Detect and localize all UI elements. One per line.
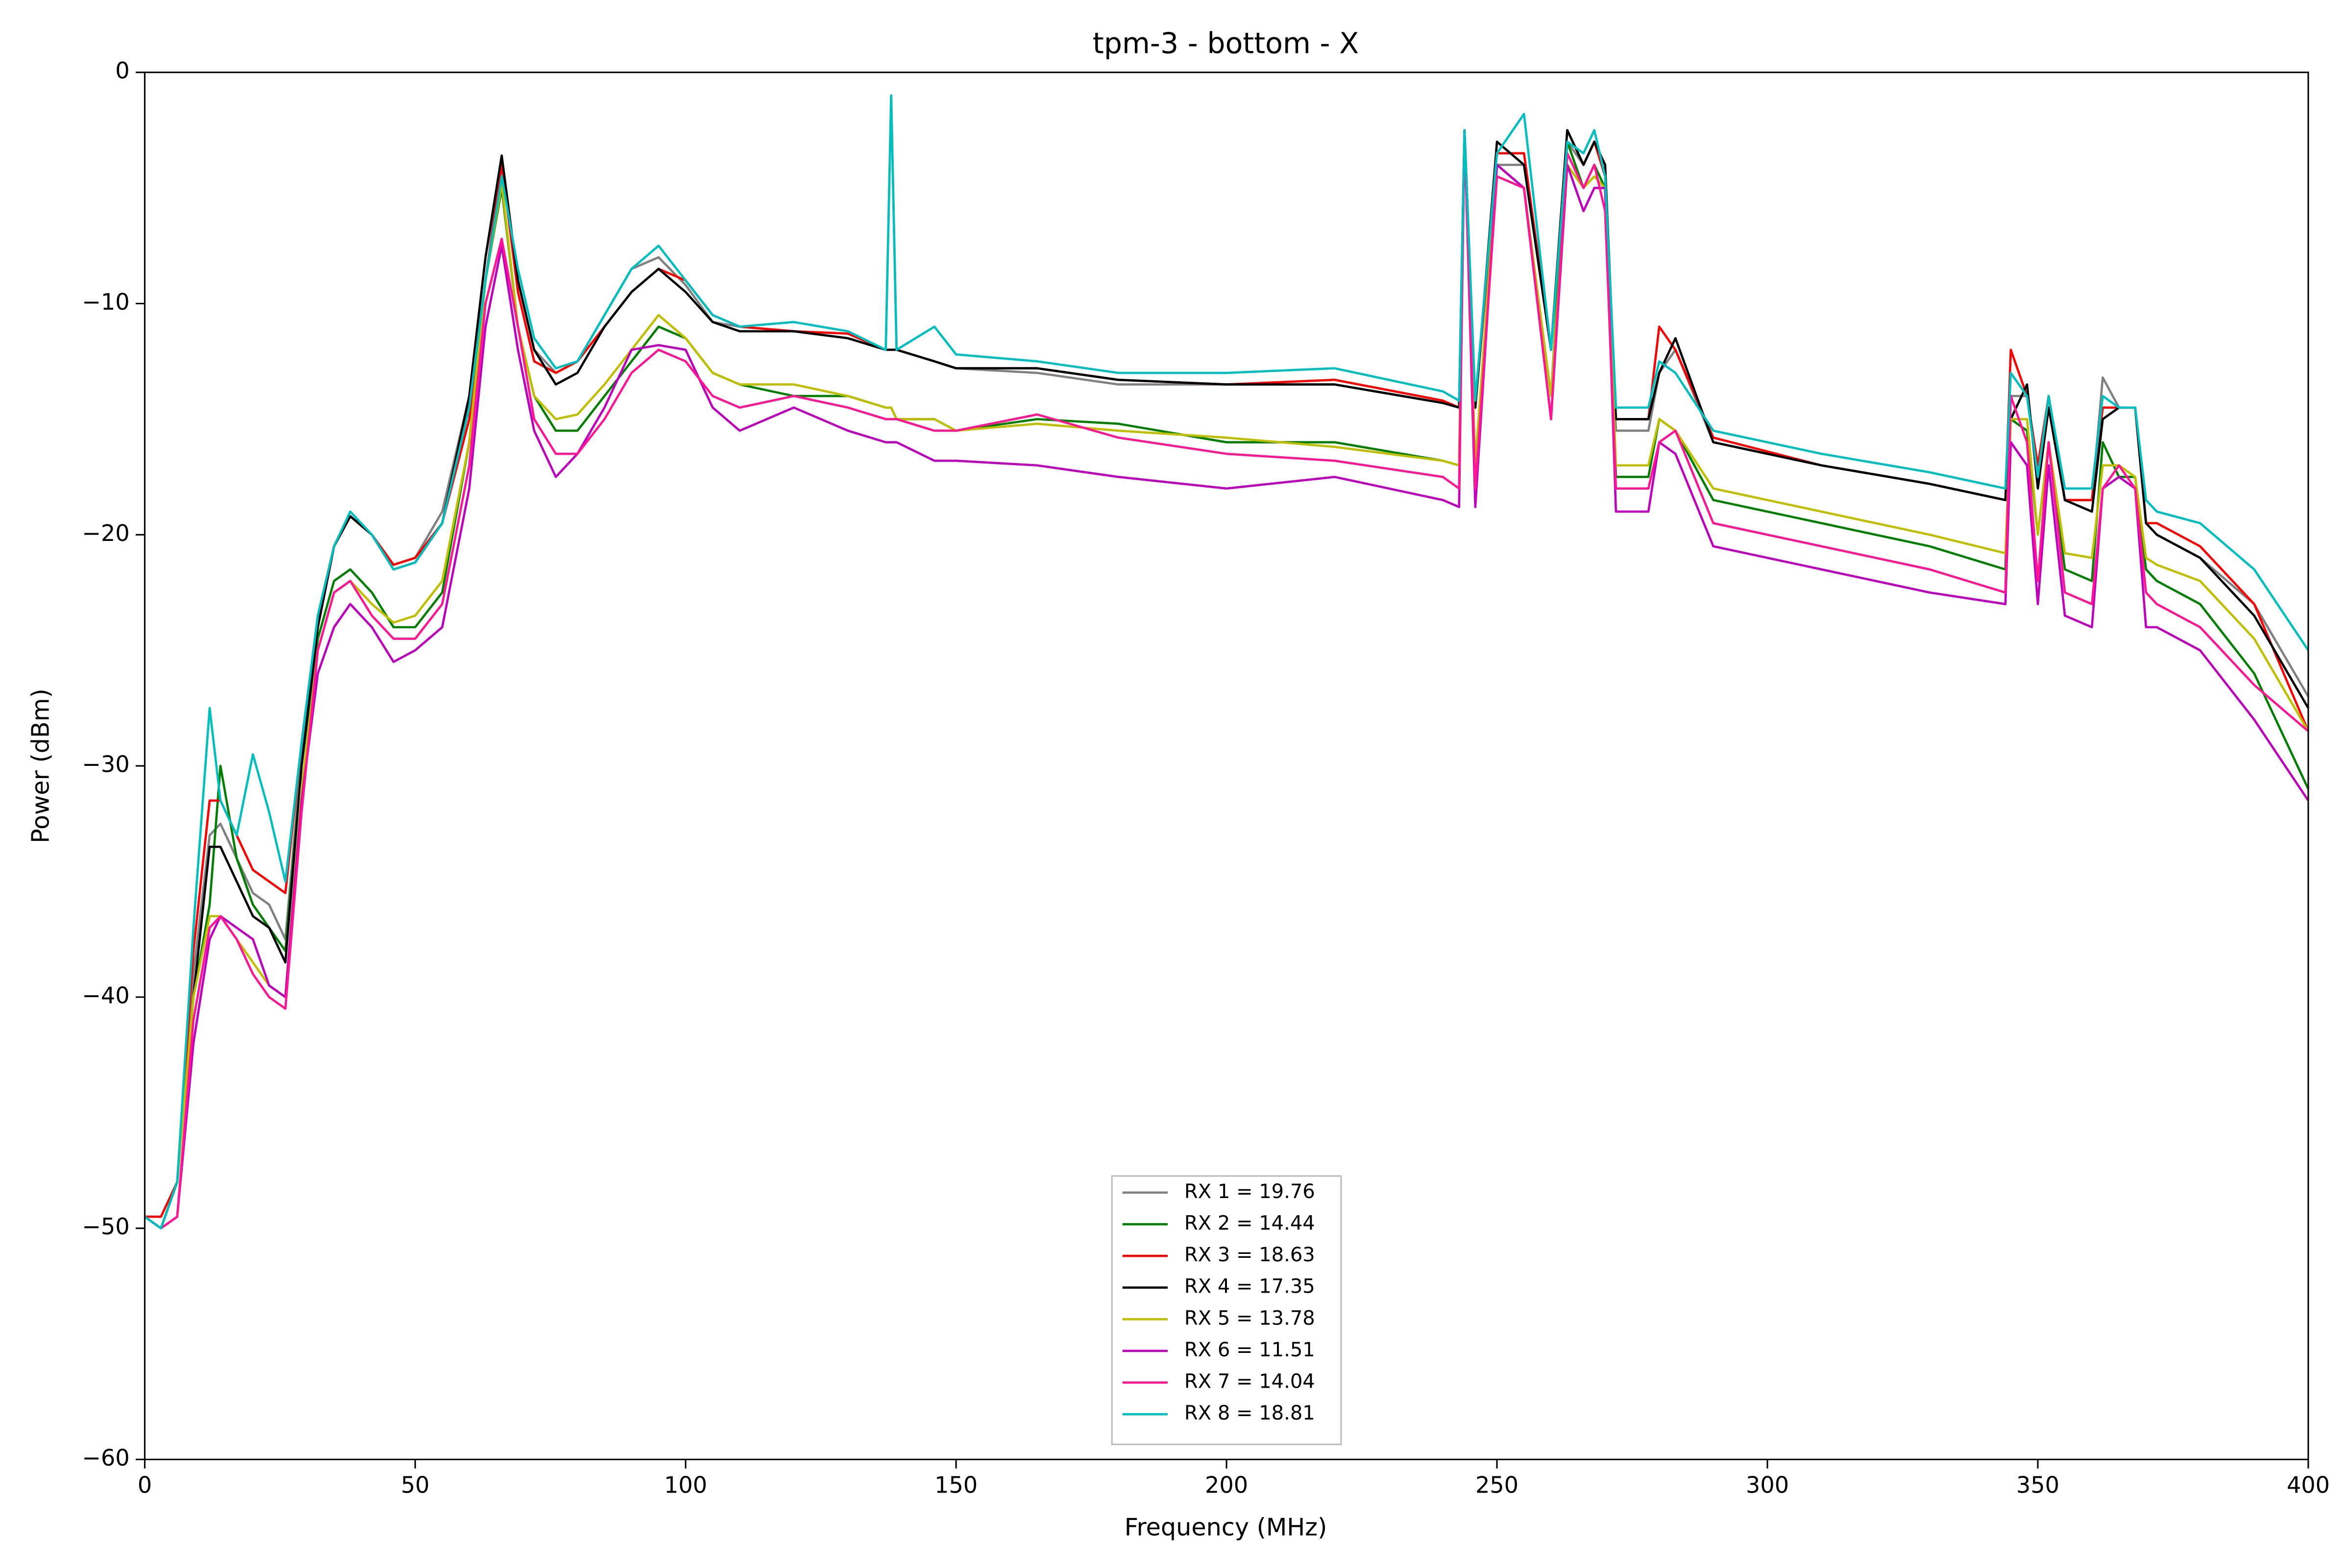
x-tick-label: 150 bbox=[934, 1471, 978, 1498]
legend-label: RX 5 = 13.78 bbox=[1184, 1307, 1315, 1329]
y-tick-label: −50 bbox=[82, 1213, 129, 1240]
legend-label: RX 7 = 14.04 bbox=[1184, 1371, 1315, 1393]
y-tick-label: −60 bbox=[82, 1445, 129, 1471]
legend-label: RX 3 = 18.63 bbox=[1184, 1244, 1315, 1266]
legend-label: RX 8 = 18.81 bbox=[1184, 1402, 1315, 1424]
plot-frame bbox=[144, 72, 2309, 1460]
series-line bbox=[144, 129, 2309, 1229]
x-tick-label: 200 bbox=[1205, 1471, 1248, 1498]
x-tick-label: 350 bbox=[2016, 1471, 2059, 1498]
chart-title: tpm-3 - bottom - X bbox=[1093, 26, 1359, 60]
y-tick-label: −20 bbox=[82, 520, 129, 546]
legend-label: RX 1 = 19.76 bbox=[1184, 1180, 1315, 1203]
x-tick-label: 0 bbox=[138, 1471, 152, 1498]
x-tick-label: 100 bbox=[664, 1471, 707, 1498]
series-line bbox=[144, 129, 2309, 1229]
legend-label: RX 2 = 14.44 bbox=[1184, 1212, 1315, 1234]
y-tick-label: −40 bbox=[82, 982, 129, 1008]
y-tick-label: −30 bbox=[82, 751, 129, 778]
series-line bbox=[144, 94, 2309, 1229]
x-tick-label: 50 bbox=[401, 1471, 430, 1498]
x-tick-label: 250 bbox=[1475, 1471, 1519, 1498]
legend-label: RX 4 = 17.35 bbox=[1184, 1275, 1315, 1298]
legend-label: RX 6 = 11.51 bbox=[1184, 1339, 1315, 1361]
x-axis-label: Frequency (MHz) bbox=[1125, 1513, 1327, 1541]
y-tick-label: 0 bbox=[115, 57, 129, 84]
x-tick-label: 300 bbox=[1746, 1471, 1789, 1498]
x-tick-label: 400 bbox=[2287, 1471, 2330, 1498]
legend-box bbox=[1111, 1175, 1342, 1446]
y-tick-label: −10 bbox=[82, 289, 129, 315]
y-axis-label: Power (dBm) bbox=[26, 688, 55, 843]
